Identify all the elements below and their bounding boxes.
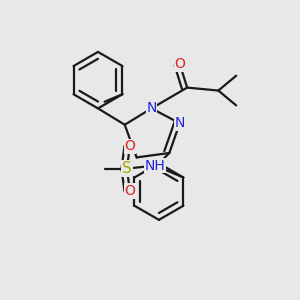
Text: N: N <box>175 116 185 130</box>
Text: N: N <box>146 101 157 116</box>
Text: O: O <box>124 184 135 198</box>
Text: NH: NH <box>145 159 166 172</box>
Text: S: S <box>122 161 132 176</box>
Text: O: O <box>124 139 135 153</box>
Text: O: O <box>174 57 185 71</box>
